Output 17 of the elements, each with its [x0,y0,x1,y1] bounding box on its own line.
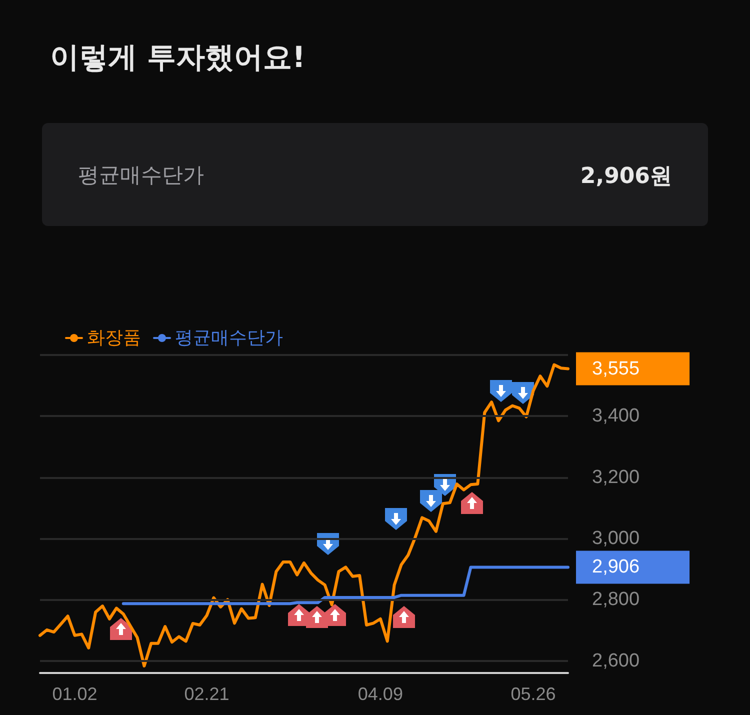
legend-label: 화장품 [87,328,141,348]
y-tick-label: 3,200 [592,466,640,488]
x-tick-label: 02.21 [184,684,230,704]
text: 평균매수단가 [78,162,204,189]
data-label: 3,555 [592,358,640,380]
legend-label: 평균매수단가 [175,328,283,348]
text: 2,906원 [580,163,672,191]
y-tick-label: 2,600 [592,650,640,672]
y-tick-label: 3,000 [592,528,640,549]
x-tick-label: 05.26 [510,684,556,704]
chart-title: 이렇게 투자했어요! [50,39,306,76]
y-tick-label: 2,800 [592,589,640,610]
y-tick-label: 3,400 [592,406,640,427]
x-tick-label: 04.09 [358,684,403,704]
line-series [38,363,570,668]
x-tick-label: 01.02 [52,684,98,704]
data-label: 2,906 [592,556,640,578]
